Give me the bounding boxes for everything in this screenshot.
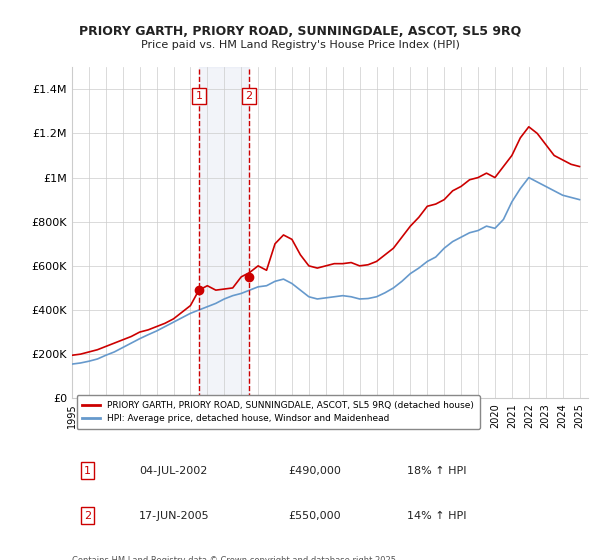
Text: £550,000: £550,000	[289, 511, 341, 521]
Text: 2: 2	[84, 511, 91, 521]
Text: 04-JUL-2002: 04-JUL-2002	[139, 465, 208, 475]
Text: 1: 1	[196, 91, 202, 101]
Text: 14% ↑ HPI: 14% ↑ HPI	[407, 511, 467, 521]
Text: £490,000: £490,000	[289, 465, 341, 475]
Bar	[199, 67, 249, 398]
Text: PRIORY GARTH, PRIORY ROAD, SUNNINGDALE, ASCOT, SL5 9RQ: PRIORY GARTH, PRIORY ROAD, SUNNINGDALE, …	[79, 25, 521, 38]
Text: 17-JUN-2005: 17-JUN-2005	[139, 511, 210, 521]
Text: 18% ↑ HPI: 18% ↑ HPI	[407, 465, 467, 475]
Text: 1: 1	[84, 465, 91, 475]
Text: Contains HM Land Registry data © Crown copyright and database right 2025.
This d: Contains HM Land Registry data © Crown c…	[72, 556, 398, 560]
Legend: PRIORY GARTH, PRIORY ROAD, SUNNINGDALE, ASCOT, SL5 9RQ (detached house), HPI: Av: PRIORY GARTH, PRIORY ROAD, SUNNINGDALE, …	[77, 395, 479, 428]
Text: 2: 2	[245, 91, 253, 101]
Text: Price paid vs. HM Land Registry's House Price Index (HPI): Price paid vs. HM Land Registry's House …	[140, 40, 460, 50]
